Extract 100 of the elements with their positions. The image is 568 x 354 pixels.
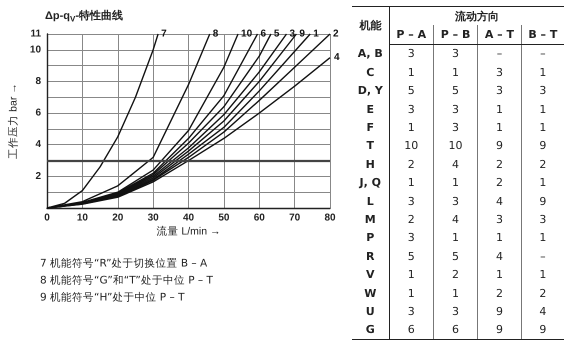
text: 4 [496,250,503,263]
category-label: A – T [478,25,522,44]
text: 4 [452,212,460,226]
text: 1 [496,102,503,116]
text: 4 [539,304,546,318]
text: 1 [452,286,460,300]
text: 3 [408,194,415,208]
text: 3 [408,304,415,318]
text: 9 [496,304,503,318]
text: 4 [496,194,503,208]
series-label: 10 [241,28,253,40]
category-label: H [366,158,375,171]
category-label: A, B [358,47,383,60]
text: 5 [408,84,415,98]
text: 6 [452,323,460,336]
category-label: P – B [433,25,478,44]
x-tick-label: 70 [289,212,301,224]
category-label: C [366,66,374,79]
text: 1 [539,268,546,282]
text: 2 [496,158,503,171]
series-label: 3 [289,28,296,40]
text: 1 [539,66,546,79]
text: – [496,47,502,60]
text: 流动方向 [389,6,564,26]
y-tick-label: 11 [30,28,42,40]
x-axis-title: 流量 L/min → [156,224,221,238]
text: – [540,47,546,60]
text: 5 [452,250,460,263]
category-label: U [366,304,375,318]
text: 1 [452,231,460,244]
text: 3 [496,66,503,79]
category-label: L [366,194,374,208]
text: 机能 [352,6,390,44]
text: 8 机能符号“G”和“T”处于中位 P – T [40,274,214,286]
category-label: E [366,102,374,116]
text: 1 [452,176,460,190]
text: 10 [404,139,418,152]
y-tick-label: 6 [35,108,42,119]
category-label: F [366,121,374,134]
text: 3 [496,84,503,98]
text: 5 [408,250,415,263]
text: 3 [452,102,460,116]
series-label: 7 [161,28,168,40]
y-tick-label: 4 [35,139,42,150]
x-tick-label: 20 [112,212,124,224]
category-label: R [366,250,374,263]
text: 9 [539,194,546,208]
text: – [540,250,546,263]
category-label: P [366,231,374,244]
series-label: 5 [274,28,280,40]
category-label: B – T [521,25,564,44]
text: 1 [539,102,546,116]
text: 3 [452,304,460,318]
series-label: 8 [212,28,219,40]
category-label: V [366,268,375,282]
text: 2 [408,158,415,171]
text: 1 [539,176,546,190]
text: 1 [496,121,503,134]
text: 2 [452,268,460,282]
series-label: 9 [299,28,306,40]
category-label: P – A [389,25,434,44]
text: 1 [408,66,415,79]
text: 5 [452,84,460,98]
x-tick-label: 10 [76,212,88,224]
text: 1 [408,268,415,282]
text: 1 [408,121,415,134]
text: 2 [539,158,546,171]
text: 9 [496,323,503,336]
series-label: 1 [313,28,320,40]
y-tick-label: 8 [35,76,42,87]
text: 4 [452,158,460,171]
category-label: M [364,212,376,226]
text: 1 [408,176,415,190]
category-label: T [366,139,374,152]
y-tick-label: 10 [30,44,42,56]
text: 3 [408,102,415,116]
x-tick-label: 0 [44,212,50,224]
text: 3 [408,231,415,244]
series-label: 2 [333,28,339,40]
text: 3 [496,212,503,226]
text: 3 [452,194,460,208]
text: 3 [539,84,546,98]
text: 9 [496,139,503,152]
text: 3 [452,47,460,60]
y-axis-title: 工作压力 bar → [6,83,20,159]
text: 9 机能符号“H”处于中位 P – T [40,290,186,304]
text: 1 [539,121,546,134]
text: 1 [408,286,415,300]
x-tick-label: 30 [148,212,160,224]
text: 3 [452,121,460,134]
x-tick-label: 60 [254,212,266,224]
text: 3 [539,212,546,226]
text: 2 [539,286,546,300]
category-label: W [364,286,376,300]
text: 10 [448,139,463,152]
category-label: D, Y [358,84,383,98]
text: 1 [496,231,503,244]
text: 2 [496,176,503,190]
text: 2 [496,286,503,300]
x-tick-label: 50 [218,212,230,224]
